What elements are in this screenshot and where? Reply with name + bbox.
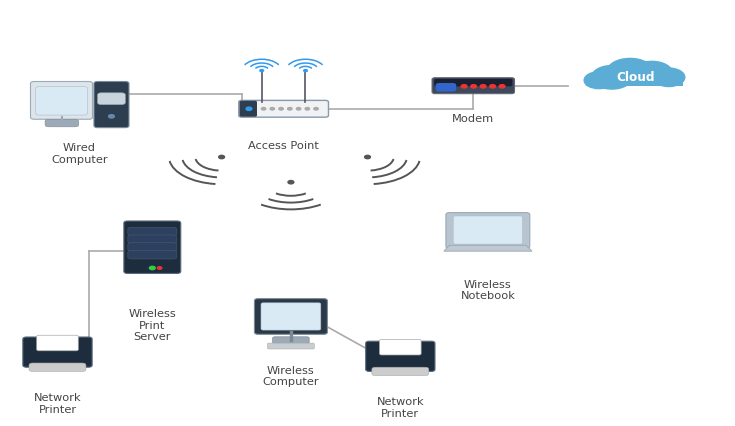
- FancyBboxPatch shape: [432, 78, 514, 95]
- FancyBboxPatch shape: [436, 84, 456, 92]
- Circle shape: [109, 115, 115, 119]
- Text: Wireless
Computer: Wireless Computer: [262, 365, 319, 386]
- Text: Wired
Computer: Wired Computer: [51, 143, 108, 164]
- Text: Access Point: Access Point: [248, 141, 319, 151]
- FancyBboxPatch shape: [37, 335, 78, 351]
- FancyBboxPatch shape: [23, 337, 92, 367]
- FancyBboxPatch shape: [128, 236, 177, 244]
- Circle shape: [157, 267, 162, 270]
- Circle shape: [270, 108, 274, 111]
- Circle shape: [499, 86, 505, 89]
- Circle shape: [288, 181, 294, 184]
- Text: Network
Printer: Network Printer: [376, 396, 424, 418]
- FancyBboxPatch shape: [239, 101, 329, 118]
- Circle shape: [246, 108, 252, 111]
- Circle shape: [149, 267, 155, 270]
- Circle shape: [584, 73, 613, 89]
- FancyBboxPatch shape: [254, 299, 327, 334]
- FancyBboxPatch shape: [366, 341, 435, 371]
- Circle shape: [653, 69, 685, 87]
- FancyBboxPatch shape: [128, 243, 177, 252]
- Circle shape: [260, 70, 264, 72]
- Text: Wireless
Notebook: Wireless Notebook: [460, 279, 515, 301]
- Text: Modem: Modem: [452, 114, 495, 124]
- FancyBboxPatch shape: [273, 337, 309, 344]
- FancyBboxPatch shape: [128, 228, 177, 236]
- Circle shape: [631, 62, 673, 86]
- Circle shape: [607, 59, 653, 86]
- FancyBboxPatch shape: [45, 120, 79, 127]
- Circle shape: [296, 108, 301, 111]
- Circle shape: [314, 108, 318, 111]
- Circle shape: [262, 108, 266, 111]
- Text: Cloud: Cloud: [616, 70, 654, 83]
- Polygon shape: [444, 246, 532, 252]
- FancyBboxPatch shape: [240, 101, 257, 118]
- FancyBboxPatch shape: [94, 82, 129, 128]
- FancyBboxPatch shape: [124, 222, 181, 274]
- FancyBboxPatch shape: [29, 363, 86, 371]
- Circle shape: [305, 108, 309, 111]
- Text: Network
Printer: Network Printer: [34, 392, 82, 414]
- FancyBboxPatch shape: [35, 87, 87, 116]
- Circle shape: [304, 70, 307, 72]
- FancyBboxPatch shape: [30, 82, 93, 120]
- FancyBboxPatch shape: [453, 216, 523, 245]
- Circle shape: [219, 156, 224, 159]
- Circle shape: [480, 86, 486, 89]
- Circle shape: [365, 156, 370, 159]
- FancyBboxPatch shape: [261, 303, 320, 330]
- FancyBboxPatch shape: [98, 94, 126, 105]
- FancyBboxPatch shape: [128, 251, 177, 259]
- FancyBboxPatch shape: [446, 213, 530, 249]
- FancyBboxPatch shape: [268, 343, 315, 349]
- Circle shape: [287, 108, 292, 111]
- Polygon shape: [587, 76, 684, 86]
- FancyBboxPatch shape: [434, 80, 512, 87]
- Circle shape: [462, 86, 467, 89]
- FancyBboxPatch shape: [379, 340, 421, 355]
- Circle shape: [470, 86, 476, 89]
- Circle shape: [490, 86, 495, 89]
- Text: Wireless
Print
Server: Wireless Print Server: [129, 308, 176, 342]
- Circle shape: [279, 108, 283, 111]
- FancyBboxPatch shape: [372, 367, 429, 376]
- Circle shape: [592, 66, 632, 90]
